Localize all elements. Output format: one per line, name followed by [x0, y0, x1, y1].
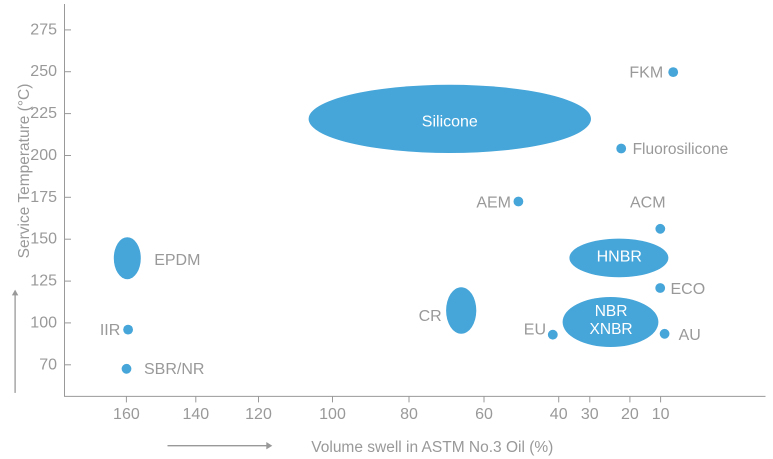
- svg-text:175: 175: [30, 189, 57, 206]
- svg-text:NBR: NBR: [595, 303, 628, 320]
- svg-text:10: 10: [652, 406, 670, 423]
- svg-text:Volume swell in ASTM No.3 Oil: Volume swell in ASTM No.3 Oil (%): [311, 439, 553, 456]
- svg-text:AU: AU: [679, 327, 701, 344]
- svg-text:70: 70: [39, 356, 57, 373]
- svg-text:275: 275: [30, 21, 57, 38]
- svg-text:AEM: AEM: [476, 194, 511, 211]
- svg-text:IIR: IIR: [100, 322, 120, 339]
- svg-text:200: 200: [30, 147, 57, 164]
- svg-text:FKM: FKM: [629, 65, 663, 82]
- svg-text:CR: CR: [419, 308, 442, 325]
- svg-text:60: 60: [475, 406, 493, 423]
- svg-text:Fluorosilicone: Fluorosilicone: [633, 141, 729, 158]
- svg-text:EPDM: EPDM: [154, 252, 200, 269]
- svg-text:160: 160: [113, 406, 140, 423]
- svg-text:120: 120: [245, 406, 272, 423]
- svg-text:30: 30: [581, 406, 599, 423]
- svg-text:100: 100: [30, 314, 57, 331]
- svg-text:ACM: ACM: [630, 194, 666, 211]
- svg-text:100: 100: [319, 406, 346, 423]
- svg-text:Service Temperature (°C): Service Temperature (°C): [16, 84, 33, 259]
- svg-text:225: 225: [30, 105, 57, 122]
- svg-text:Silicone: Silicone: [422, 113, 478, 130]
- svg-text:HNBR: HNBR: [597, 249, 642, 266]
- svg-text:XNBR: XNBR: [590, 321, 633, 338]
- svg-text:250: 250: [30, 63, 57, 80]
- svg-text:150: 150: [30, 231, 57, 248]
- svg-text:40: 40: [550, 406, 568, 423]
- svg-text:140: 140: [182, 406, 209, 423]
- svg-text:SBR/NR: SBR/NR: [144, 361, 204, 378]
- svg-text:EU: EU: [524, 321, 546, 338]
- svg-text:ECO: ECO: [671, 281, 706, 298]
- svg-text:20: 20: [621, 406, 639, 423]
- svg-text:80: 80: [400, 406, 418, 423]
- svg-text:125: 125: [30, 273, 57, 290]
